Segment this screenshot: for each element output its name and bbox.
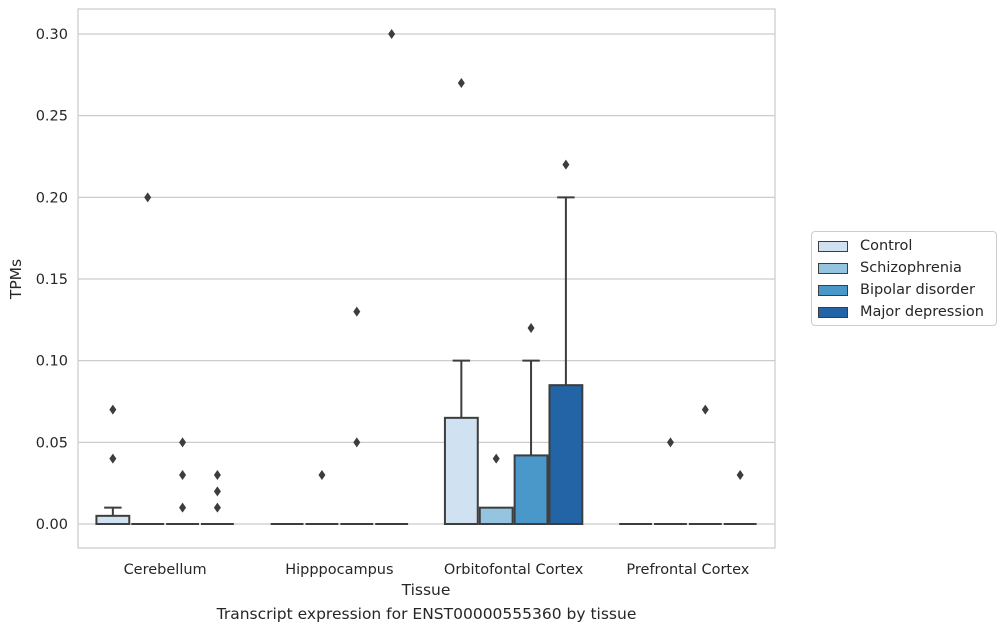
outlier-point: [527, 323, 535, 333]
y-tick-label: 0.20: [36, 190, 68, 206]
outlier-point: [562, 159, 570, 170]
legend-label-major-depression: Major depression: [860, 304, 984, 320]
outlier-point: [213, 486, 221, 497]
y-tick-labels: 0.00 0.05 0.10 0.15 0.20 0.25 0.30: [36, 27, 68, 533]
legend-item-major-depression: Major depression: [818, 302, 984, 322]
box-major-depression: [375, 29, 409, 525]
x-tick-label: Prefrontal Cortex: [626, 562, 749, 578]
box: [513, 454, 549, 525]
outlier-point: [353, 306, 361, 317]
y-tick-label: 0.10: [36, 354, 68, 370]
legend-swatch-control: [818, 240, 848, 252]
legend-swatch-major-depression: [818, 306, 848, 318]
y-tick-label: 0.00: [36, 517, 68, 533]
box: [478, 506, 514, 525]
outlier-point: [388, 29, 396, 39]
legend: Control Schizophrenia Bipolar disorder M…: [811, 231, 997, 326]
chart-caption: Transcript expression for ENST0000055536…: [216, 605, 637, 623]
y-tick-label: 0.15: [36, 272, 68, 288]
box: [548, 384, 584, 525]
legend-item-bipolar: Bipolar disorder: [818, 280, 975, 300]
outlier-point: [213, 502, 221, 513]
y-tick-label: 0.25: [36, 109, 68, 125]
x-tick-label: Orbitofontal Cortex: [444, 562, 584, 578]
box: [95, 514, 131, 525]
outlier-point: [109, 404, 117, 415]
outlier-point: [666, 437, 674, 448]
box-major-depression: [723, 470, 757, 525]
legend-item-control: Control: [818, 236, 912, 256]
outlier-point: [492, 453, 500, 464]
box: [443, 416, 479, 526]
box-bipolar-disorder: [513, 323, 549, 525]
legend-label-schizophrenia: Schizophrenia: [860, 260, 962, 276]
box-control: [443, 78, 479, 526]
outlier-point: [179, 470, 187, 480]
y-tick-label: 0.05: [36, 435, 68, 451]
outlier-point: [179, 502, 187, 513]
gridlines: [78, 33, 775, 525]
boxplots: [95, 29, 757, 526]
outlier-point: [318, 470, 326, 480]
legend-item-schizophrenia: Schizophrenia: [818, 258, 962, 278]
box-schizophrenia: [478, 453, 514, 525]
legend-label-control: Control: [860, 238, 913, 254]
outlier-point: [736, 470, 744, 480]
legend-label-bipolar: Bipolar disorder: [860, 282, 975, 298]
outlier-point: [179, 437, 187, 448]
legend-swatch-schizophrenia: [818, 262, 848, 274]
outlier-point: [353, 437, 361, 448]
outlier-point: [144, 192, 152, 203]
outlier-point: [701, 404, 709, 415]
outlier-point: [457, 78, 465, 88]
box-schizophrenia: [305, 470, 339, 525]
y-tick-label: 0.30: [36, 27, 68, 43]
outlier-point: [213, 470, 221, 480]
box-bipolar-disorder: [340, 306, 374, 525]
y-axis-label: TPMs: [7, 259, 25, 300]
x-tick-label: Cerebellum: [124, 562, 207, 578]
box-schizophrenia: [131, 192, 165, 525]
legend-swatch-bipolar: [818, 284, 848, 296]
x-axis-label: Tissue: [401, 581, 451, 599]
box-major-depression: [548, 159, 584, 525]
box-major-depression: [200, 470, 234, 525]
box-bipolar-disorder: [688, 404, 722, 525]
box-schizophrenia: [654, 437, 687, 525]
x-tick-labels: Cerebellum Hipppocampus Orbitofontal Corte…: [124, 562, 750, 578]
box-bipolar-disorder: [166, 437, 199, 525]
x-tick-label: Hipppocampus: [285, 562, 393, 578]
outlier-point: [109, 453, 117, 464]
box-control: [95, 404, 131, 525]
plot-frame: [77, 8, 776, 549]
